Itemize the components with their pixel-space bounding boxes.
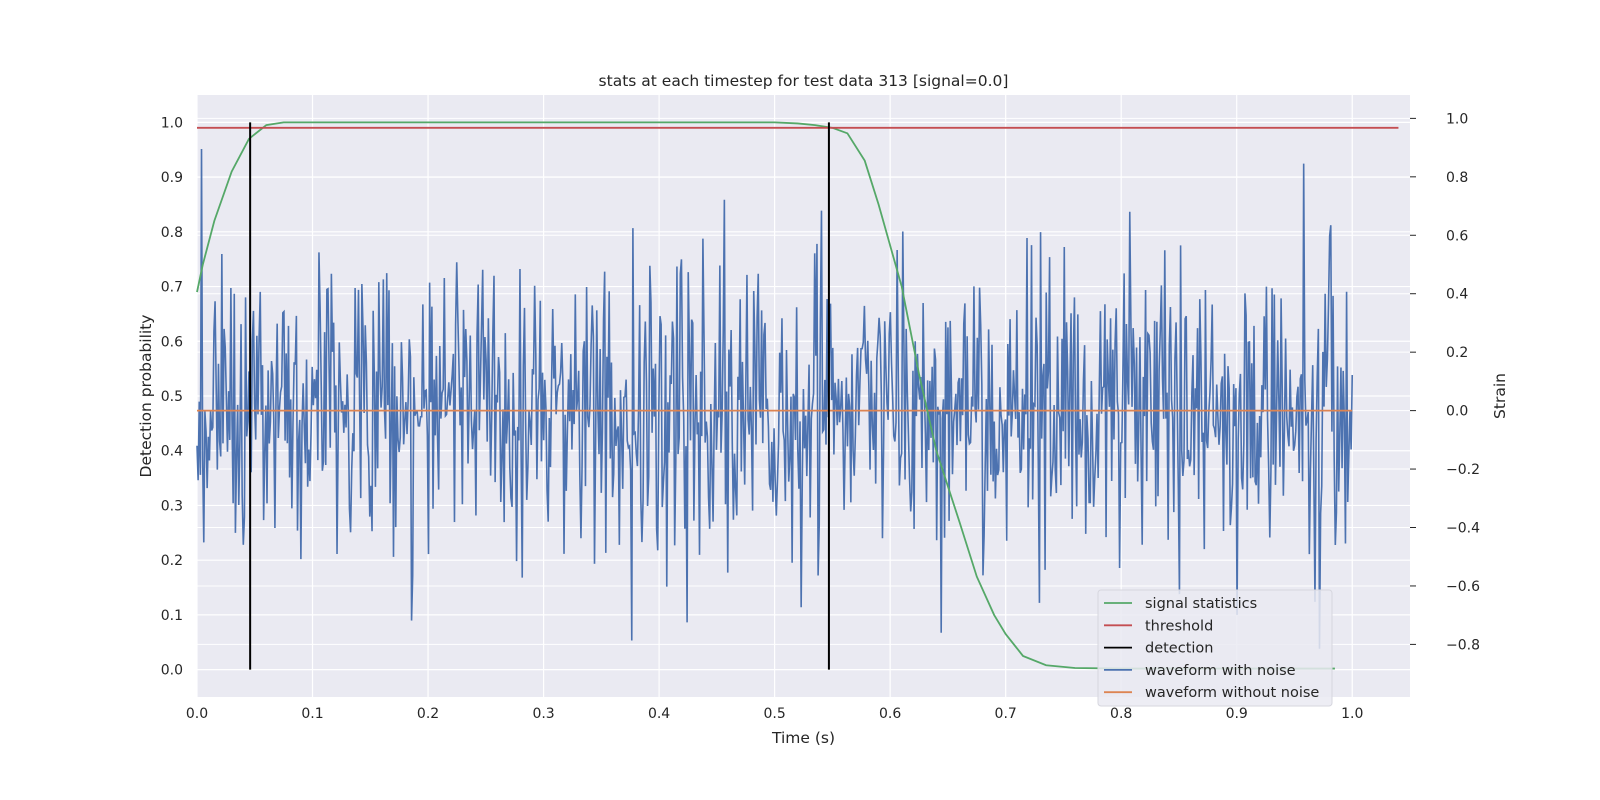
y-right-tick-label: 0.8	[1446, 170, 1468, 186]
x-tick-label: 0.1	[301, 706, 323, 722]
legend-label: waveform without noise	[1145, 685, 1319, 701]
y-left-tick-label: 1.0	[161, 115, 183, 131]
x-tick-label: 0.5	[763, 706, 785, 722]
y-right-tick-label: 1.0	[1446, 111, 1468, 127]
axis-layer: 0.0 0.1 0.2 0.3 0.4 0.5 0.6 0.7 0.8 0.9 1.0 0.0 0.1 0…	[161, 111, 1480, 722]
x-tick-label: 0.9	[1226, 706, 1248, 722]
y-right-tick-label: −0.2	[1446, 462, 1480, 478]
series-signal-statistics	[196, 121, 1335, 670]
y-axis-right-label: Strain	[1491, 373, 1509, 419]
y-right-tick-label: 0.0	[1446, 404, 1468, 420]
legend: signal statistics threshold detection wavef…	[1097, 589, 1333, 707]
y-left-tick-label: 0.7	[161, 280, 183, 296]
y-axis-left-label: Detection probability	[137, 315, 155, 478]
y-left-tick-label: 0.0	[161, 663, 183, 679]
x-axis-label: Time (s)	[771, 729, 835, 747]
legend-box	[1097, 589, 1333, 707]
x-tick-label: 0.6	[879, 706, 901, 722]
y-right-tick-label: 0.6	[1446, 228, 1468, 244]
legend-label: detection	[1145, 641, 1213, 657]
chart-title: stats at each timestep for test data 313…	[599, 72, 1009, 90]
x-tick-label: 0.8	[1110, 706, 1132, 722]
series-layer	[196, 121, 1399, 670]
legend-label: signal statistics	[1145, 596, 1257, 612]
y-left-tick-label: 0.6	[161, 334, 183, 350]
y-left-tick-label: 0.5	[161, 389, 183, 405]
legend-label: threshold	[1145, 618, 1213, 634]
x-tick-label: 1.0	[1341, 706, 1363, 722]
legend-label: waveform with noise	[1145, 663, 1296, 679]
y-left-tick-label: 0.8	[161, 225, 183, 241]
y-left-tick-label: 0.4	[161, 444, 183, 460]
series-waveform-with-noise	[196, 149, 1354, 649]
y-left-tick-label: 0.9	[161, 170, 183, 186]
x-tick-label: 0.2	[417, 706, 439, 722]
y-left-tick-label: 0.2	[161, 553, 183, 569]
y-right-tick-label: 0.4	[1446, 287, 1468, 303]
x-tick-label: 0.7	[995, 706, 1017, 722]
x-tick-label: 0.3	[532, 706, 554, 722]
y-right-tick-label: −0.8	[1446, 637, 1480, 653]
x-tick-label: 0.4	[648, 706, 670, 722]
y-left-tick-label: 0.3	[161, 498, 183, 514]
x-tick-label: 0.0	[186, 706, 208, 722]
y-right-tick-label: −0.6	[1446, 579, 1480, 595]
y-right-tick-label: 0.2	[1446, 345, 1468, 361]
y-right-tick-label: −0.4	[1446, 521, 1480, 537]
y-left-tick-label: 0.1	[161, 608, 183, 624]
